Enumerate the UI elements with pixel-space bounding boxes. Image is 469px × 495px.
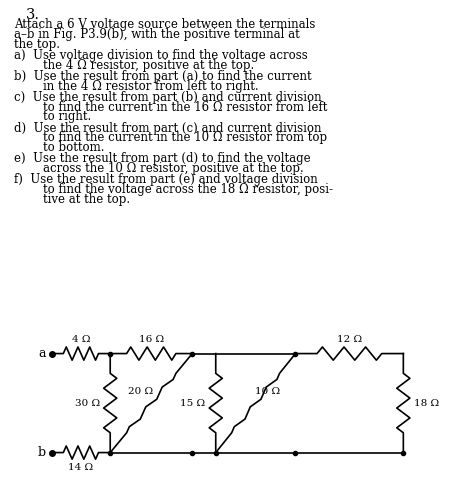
Text: 10 Ω: 10 Ω	[255, 387, 280, 396]
Text: 15 Ω: 15 Ω	[180, 398, 205, 407]
Text: 4 Ω: 4 Ω	[72, 335, 90, 344]
Text: to find the current in the 10 Ω resistor from top: to find the current in the 10 Ω resistor…	[28, 131, 327, 145]
Text: 30 Ω: 30 Ω	[75, 398, 100, 407]
Text: 14 Ω: 14 Ω	[68, 463, 93, 472]
Text: d)  Use the result from part (c) and current division: d) Use the result from part (c) and curr…	[14, 122, 322, 135]
Text: e)  Use the result from part (d) to find the voltage: e) Use the result from part (d) to find …	[14, 152, 310, 165]
Text: across the 10 Ω resistor, positive at the top.: across the 10 Ω resistor, positive at th…	[28, 162, 304, 175]
Text: b)  Use the result from part (a) to find the current: b) Use the result from part (a) to find …	[14, 70, 312, 83]
Text: tive at the top.: tive at the top.	[28, 193, 130, 206]
Text: a–b in Fig. P3.9(b), with the positive terminal at: a–b in Fig. P3.9(b), with the positive t…	[14, 28, 300, 41]
Text: c)  Use the result from part (b) and current division: c) Use the result from part (b) and curr…	[14, 91, 322, 104]
Text: f)  Use the result from part (e) and voltage division: f) Use the result from part (e) and volt…	[14, 173, 318, 186]
Text: to find the voltage across the 18 Ω resistor, posi-: to find the voltage across the 18 Ω resi…	[28, 183, 333, 196]
Text: 3.: 3.	[26, 8, 40, 22]
Text: a)  Use voltage division to find the voltage across: a) Use voltage division to find the volt…	[14, 49, 308, 62]
Text: the top.: the top.	[14, 38, 60, 51]
Text: to bottom.: to bottom.	[28, 141, 105, 154]
Text: 20 Ω: 20 Ω	[128, 387, 153, 396]
Text: to right.: to right.	[28, 110, 91, 123]
Text: to find the current in the 16 Ω resistor from left: to find the current in the 16 Ω resistor…	[28, 100, 327, 114]
Text: a: a	[38, 347, 46, 360]
Text: the 4 Ω resistor, positive at the top.: the 4 Ω resistor, positive at the top.	[28, 59, 254, 72]
Text: Attach a 6 V voltage source between the terminals: Attach a 6 V voltage source between the …	[14, 18, 316, 31]
Text: in the 4 Ω resistor from left to right.: in the 4 Ω resistor from left to right.	[28, 80, 259, 93]
Text: b: b	[38, 446, 46, 459]
Text: 18 Ω: 18 Ω	[414, 398, 439, 407]
Text: 12 Ω: 12 Ω	[337, 335, 362, 344]
Text: 16 Ω: 16 Ω	[139, 335, 164, 344]
